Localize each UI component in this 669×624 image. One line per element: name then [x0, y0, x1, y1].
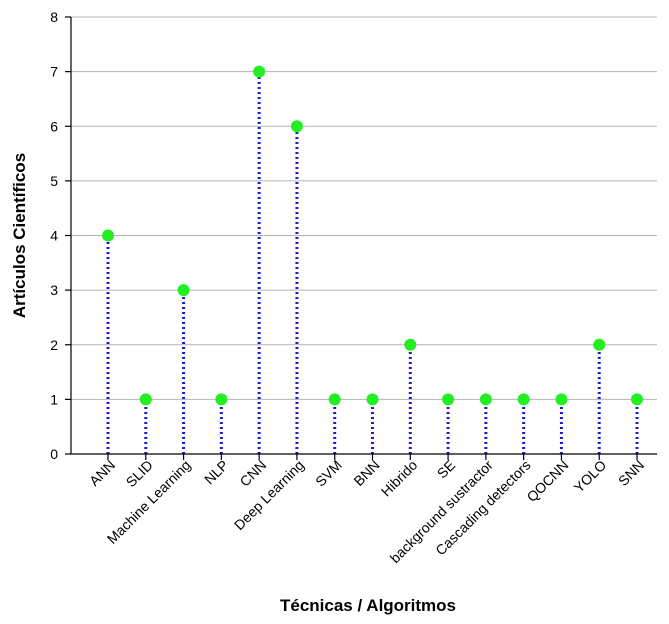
x-tick-label: SVM: [312, 457, 345, 490]
x-tick-label: SNN: [615, 457, 647, 489]
x-tick-label: NLP: [201, 457, 232, 488]
data-point: [442, 393, 454, 405]
y-tick-label: 1: [50, 391, 58, 407]
data-point: [555, 393, 567, 405]
y-tick-label: 2: [50, 337, 58, 353]
x-tick-label: BNN: [350, 457, 382, 489]
data-point: [215, 393, 227, 405]
x-axis-title: Técnicas / Algoritmos: [280, 596, 456, 615]
data-point: [404, 339, 416, 351]
data-point: [253, 66, 265, 78]
x-tick-label: QOCNN: [523, 457, 571, 505]
data-point: [329, 393, 341, 405]
data-point: [480, 393, 492, 405]
y-tick-label: 7: [50, 64, 58, 80]
y-tick-label: 4: [50, 228, 58, 244]
gridlines: [71, 17, 657, 399]
x-tick-label: CNN: [236, 457, 269, 490]
data-point: [518, 393, 530, 405]
y-axis-title: Artículos Científicos: [10, 153, 29, 318]
y-tick-label: 8: [50, 9, 58, 25]
x-tick-label: SLID: [123, 457, 156, 490]
data-point: [140, 393, 152, 405]
x-tick-label: YOLO: [571, 457, 610, 496]
y-tick-label: 6: [50, 118, 58, 134]
data-point: [178, 284, 190, 296]
x-tick-label: ANN: [86, 457, 118, 489]
y-tick-labels: 0 1 2 3 4 5 6 7 8: [50, 9, 71, 462]
data-point: [291, 120, 303, 132]
data-point: [593, 339, 605, 351]
data-point: [102, 230, 114, 242]
x-tick-label: SE: [434, 457, 459, 482]
data-point: [367, 393, 379, 405]
y-tick-label: 0: [50, 446, 58, 462]
y-tick-label: 3: [50, 282, 58, 298]
y-tick-label: 5: [50, 173, 58, 189]
data-point: [631, 393, 643, 405]
x-tick-label: Hibrido: [378, 457, 421, 500]
